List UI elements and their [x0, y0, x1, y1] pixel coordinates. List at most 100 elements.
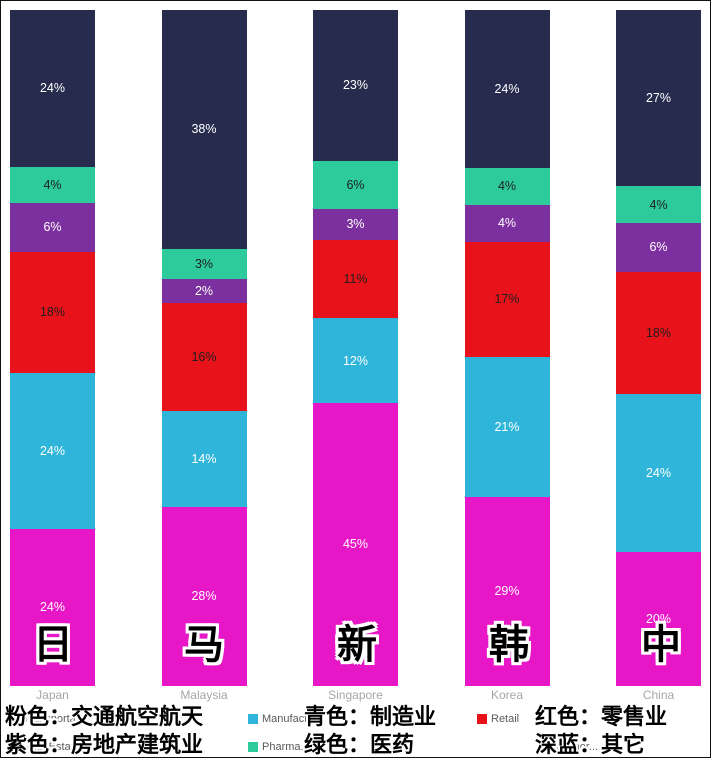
segment-value-label: 21%: [494, 420, 520, 435]
bar-segment: 29%: [464, 497, 550, 686]
cn-annotation-cyan: 青色：制造业: [304, 704, 437, 729]
bar-segment: 21%: [464, 357, 550, 498]
segment-value-label: 4%: [497, 179, 517, 194]
segment-value-label: 4%: [649, 197, 668, 212]
bar-segment: 3%: [313, 209, 398, 240]
segment-value-label: 28%: [191, 589, 217, 604]
bar-segment: 23%: [313, 10, 398, 161]
bar-segment: 24%: [10, 529, 95, 686]
segment-value-label: 24%: [39, 443, 66, 458]
bar-segment: 2%: [161, 278, 247, 304]
bar-segment: 14%: [161, 411, 247, 507]
legend-swatch-cyan: [248, 714, 258, 724]
segment-value-label: 24%: [645, 465, 672, 480]
bar-segment: 16%: [161, 303, 247, 412]
segment-value-label: 20%: [645, 611, 672, 626]
bar-japan: 24% 4% 6% 18% 24% 24%: [10, 10, 95, 686]
legend-label: Manufact...: [262, 713, 317, 725]
bar-segment: 24%: [464, 10, 550, 169]
legend-label: Pharma...: [262, 741, 310, 753]
bar-segment: 20%: [616, 552, 701, 686]
legend-item-real-estate: Real Estate...: [9, 741, 89, 753]
legend-swatch-pink: [9, 714, 19, 724]
cn-annotation-green: 绿色：医药: [304, 732, 415, 757]
bar-segment: 3%: [161, 248, 247, 279]
segment-value-label: 18%: [645, 325, 672, 340]
segment-value-label: 6%: [346, 177, 365, 192]
legend-swatch-green: [248, 742, 258, 752]
segment-value-label: 4%: [497, 216, 517, 231]
segment-value-label: 24%: [39, 81, 66, 96]
bar-segment: 4%: [464, 168, 550, 205]
bar-segment: 11%: [313, 239, 398, 319]
cn-annotation-pink: 粉色：交通航空航天: [5, 704, 204, 729]
legend-label: Retail: [491, 713, 520, 725]
legend-swatch-navy: [548, 742, 558, 752]
segment-value-label: 16%: [191, 349, 217, 364]
bar-segment: 18%: [616, 272, 701, 394]
bar-annotation-japan: 日: [33, 623, 73, 667]
x-axis-label-singapore: Singapore: [328, 688, 383, 702]
bar-annotation-china: 中: [641, 623, 681, 667]
cn-annotation-navy: 深蓝：其它: [535, 732, 646, 757]
legend-item-transportation: Transportat...: [9, 713, 88, 725]
bar-segment: 28%: [161, 506, 247, 686]
segment-value-label: 6%: [43, 220, 62, 235]
x-axis-label-korea: Korea: [490, 688, 524, 702]
legend-label: Other...: [562, 741, 599, 753]
bar-malaysia: 38% 3% 2% 16% 14% 28%: [161, 10, 247, 686]
bar-singapore: 23% 6% 3% 11% 12% 45%: [313, 10, 398, 687]
segment-value-label: 23%: [342, 78, 369, 93]
legend-label: Real Estate...: [23, 741, 90, 753]
legend-item-pharma: Pharma...: [248, 741, 310, 753]
segment-value-label: 29%: [494, 584, 520, 599]
segment-value-label: 18%: [39, 304, 66, 319]
segment-value-label: 14%: [191, 451, 217, 466]
legend-item-other: Other...: [548, 741, 598, 753]
legend-swatch-red: [477, 714, 487, 724]
segment-value-label: 12%: [342, 353, 369, 368]
bar-segment: 6%: [10, 203, 95, 252]
bar-segment: 4%: [616, 186, 701, 224]
legend-item-manufacturing: Manufact...: [248, 713, 316, 725]
bar-korea: 24% 4% 4% 17% 21% 29%: [464, 10, 550, 686]
segment-value-label: 45%: [342, 537, 369, 552]
x-axis-labels: Japan Malaysia Singapore Korea China: [10, 688, 701, 702]
bar-segment: 24%: [616, 393, 701, 553]
segment-value-label: 27%: [645, 90, 672, 105]
segment-value-label: 38%: [191, 122, 217, 137]
legend-item-retail: Retail: [477, 713, 519, 725]
bar-annotation-singapore: 新: [337, 623, 377, 667]
segment-value-label: 6%: [649, 240, 668, 255]
segment-value-label: 3%: [194, 256, 214, 271]
bar-segment: 12%: [313, 318, 398, 404]
plot-area: 24% 4% 6% 18% 24% 24% 38% 3% 2% 16% 14% 28% 23% 6% 3% 1…: [10, 10, 701, 687]
segment-value-label: 24%: [494, 81, 520, 96]
bar-segment: 17%: [464, 241, 550, 358]
bar-segment: 27%: [616, 10, 701, 187]
bar-segment: 4%: [10, 166, 95, 204]
bar-segment: 38%: [161, 10, 247, 249]
legend-label: Transportat...: [23, 713, 89, 725]
segment-value-label: 2%: [194, 283, 214, 298]
bar-annotation-korea: 韩: [489, 623, 529, 667]
legend-swatch-purple: [9, 742, 19, 752]
bar-segment: 6%: [313, 160, 398, 210]
segment-value-label: 3%: [346, 217, 365, 232]
cn-annotation-purple: 紫色：房地产建筑业: [5, 732, 204, 757]
bar-segment: 4%: [464, 204, 550, 242]
bar-china: 27% 4% 6% 18% 24% 20%: [616, 10, 701, 686]
bar-segment: 24%: [10, 372, 95, 530]
bar-segment: 45%: [313, 403, 398, 687]
cn-annotation-red: 红色：零售业: [535, 704, 668, 729]
x-axis-label-japan: Japan: [36, 688, 69, 702]
x-axis-label-china: China: [642, 688, 675, 702]
segment-value-label: 4%: [43, 177, 62, 192]
x-axis-label-malaysia: Malaysia: [180, 688, 228, 702]
bar-annotation-malaysia: 马: [184, 623, 224, 667]
bar-segment: 18%: [10, 251, 95, 373]
bar-segment: 24%: [10, 10, 95, 167]
segment-value-label: 24%: [39, 600, 66, 615]
segment-value-label: 17%: [494, 292, 520, 307]
